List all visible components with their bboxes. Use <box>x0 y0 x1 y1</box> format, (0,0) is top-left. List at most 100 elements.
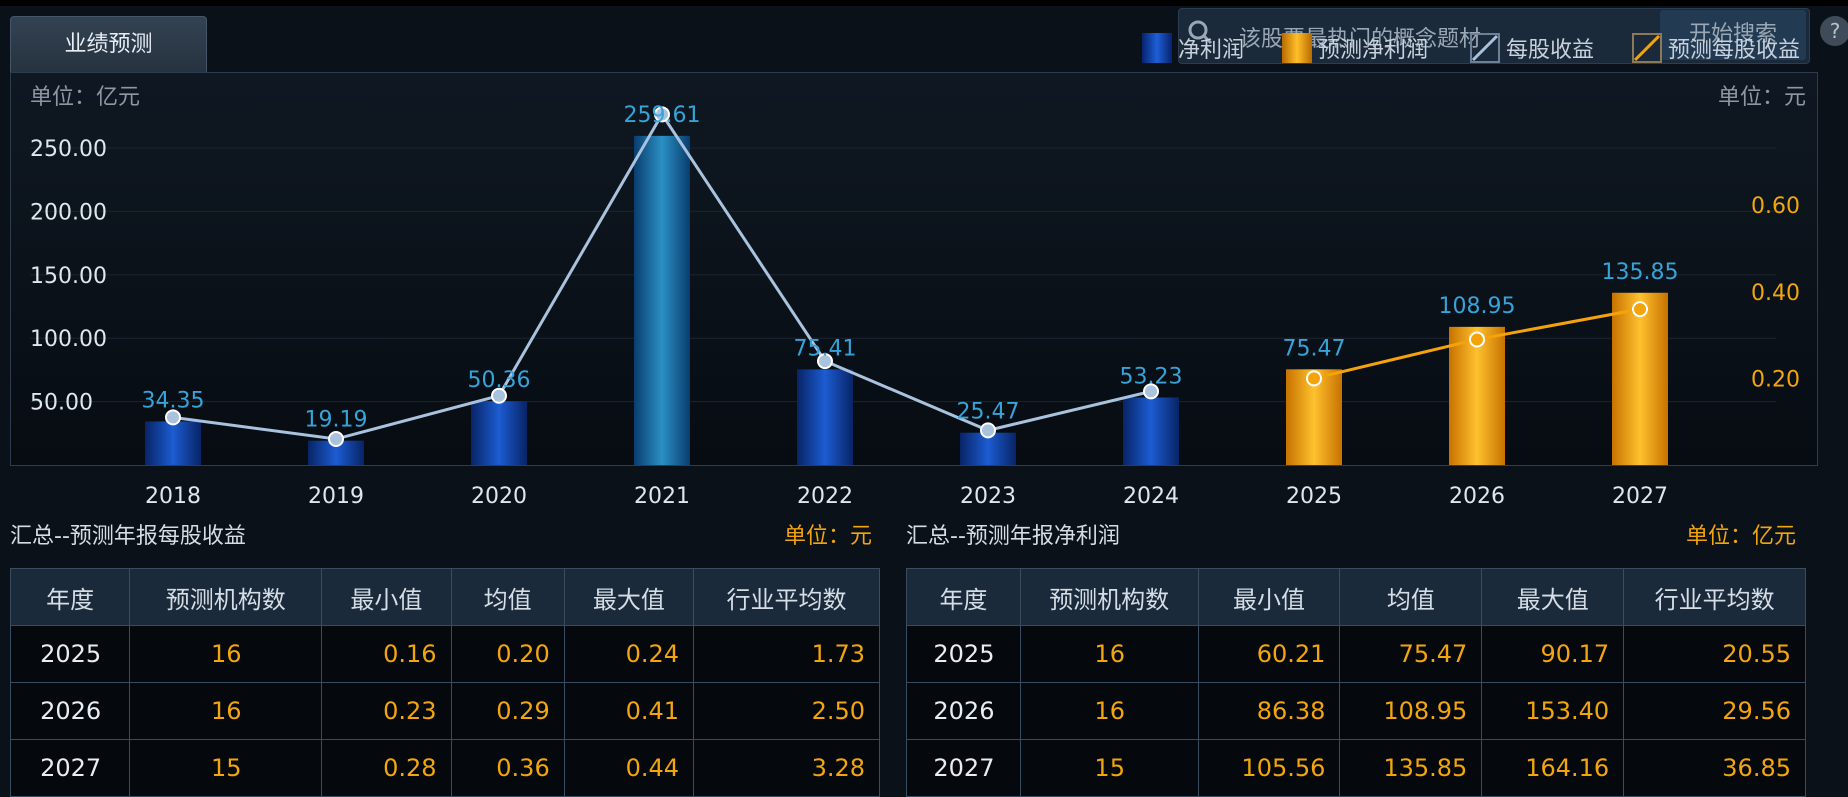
eps-point <box>980 422 996 439</box>
bar-value-label: 53.23 <box>1120 365 1183 390</box>
legend-label: 预测每股收益 <box>1668 38 1801 63</box>
eps-point <box>654 106 670 123</box>
net-profit-bar <box>634 135 690 465</box>
net-profit-bar <box>145 421 201 465</box>
table-cell: 0.41 <box>563 682 695 740</box>
help-icon[interactable]: ? <box>1820 16 1848 46</box>
y-left-tick-label: 150.00 <box>30 264 107 289</box>
column-header: 最小值 <box>321 568 452 626</box>
bar-value-label: 75.41 <box>794 336 857 361</box>
table-cell: 0.36 <box>450 739 565 797</box>
table-cell: 2025 <box>906 625 1021 683</box>
net-profit-bar <box>797 369 853 465</box>
search-input[interactable]: 该股票最热门的概念题材 <box>1239 27 1482 52</box>
column-header: 均值 <box>1339 568 1483 626</box>
forecast-profit-bar <box>1612 292 1668 465</box>
table-cell: 60.21 <box>1197 625 1341 683</box>
table-row: 2025 16 60.21 75.47 90.17 20.55 <box>906 625 1806 683</box>
table-header-row: 年度 预测机构数 最小值 均值 最大值 行业平均数 <box>906 568 1806 626</box>
table-cell: 164.16 <box>1481 739 1625 797</box>
top-bar <box>0 0 1848 6</box>
legend-label: 预测净利润 <box>1318 38 1429 63</box>
x-tick-label: 2021 <box>634 484 690 509</box>
table-cell: 75.47 <box>1339 625 1483 683</box>
table-cell: 20.55 <box>1623 625 1806 683</box>
table-cell: 16 <box>129 625 323 683</box>
eps-forecast-table: 年度 预测机构数 最小值 均值 最大值 行业平均数 2025 16 0.16 0.20 0.24 1… <box>9 568 880 797</box>
column-header: 预测机构数 <box>1019 568 1199 626</box>
net-profit-forecast-table: 年度 预测机构数 最小值 均值 最大值 行业平均数 2025 16 60.21 75.47 90.… <box>906 568 1806 797</box>
x-tick-label: 2026 <box>1449 484 1505 509</box>
eps-point <box>328 431 344 448</box>
profit-table-unit: 单位：亿元 <box>1686 524 1797 549</box>
legend-item-forecast-eps[interactable]: 预测每股收益 <box>1632 30 1800 66</box>
y-right-tick-label: 0.20 <box>1751 367 1800 392</box>
y-left-tick-label: 100.00 <box>30 327 107 352</box>
forecast-eps-point <box>1469 331 1485 348</box>
legend-item-net-profit[interactable]: 净利润 <box>1142 30 1244 66</box>
y-left-tick-label: 250.00 <box>30 137 107 162</box>
table-row: 2026 16 0.23 0.29 0.41 2.50 <box>9 682 880 740</box>
table-cell: 15 <box>1019 739 1199 797</box>
line-swatch-icon <box>1632 33 1662 63</box>
performance-chart: 50.00 100.00 150.00 200.00 250.00 0.20 0.40 0.6… <box>30 85 1806 509</box>
table-cell: 16 <box>1019 682 1199 740</box>
search-button[interactable]: 开始搜索 <box>1660 10 1806 60</box>
y-left-tick-label: 200.00 <box>30 200 107 225</box>
table-cell: 108.95 <box>1339 682 1483 740</box>
eps-table-title: 汇总--预测年报每股收益 <box>10 524 246 549</box>
y-right-tick-label: 0.40 <box>1751 281 1800 306</box>
profit-table-title: 汇总--预测年报净利润 <box>906 524 1120 549</box>
table-cell: 153.40 <box>1481 682 1625 740</box>
table-row: 2027 15 105.56 135.85 164.16 36.85 <box>906 739 1806 797</box>
tab-performance-forecast[interactable]: 业绩预测 <box>10 16 207 73</box>
forecast-eps-point <box>1306 370 1322 387</box>
x-tick-label: 2022 <box>797 484 853 509</box>
table-cell: 2026 <box>906 682 1021 740</box>
bar-value-label: 108.95 <box>1439 294 1516 319</box>
forecast-profit-bar <box>1449 326 1505 465</box>
table-cell: 0.23 <box>321 682 452 740</box>
eps-point <box>165 409 181 426</box>
eps-point <box>817 353 833 370</box>
net-profit-bar <box>471 401 527 465</box>
table-cell: 0.28 <box>321 739 452 797</box>
table-cell: 2027 <box>9 739 131 797</box>
table-row: 2027 15 0.28 0.36 0.44 3.28 <box>9 739 880 797</box>
line-swatch-icon <box>1470 33 1500 63</box>
column-header: 行业平均数 <box>693 568 880 626</box>
eps-point <box>491 387 507 404</box>
column-header: 年度 <box>9 568 131 626</box>
legend-item-eps[interactable]: 每股收益 <box>1470 30 1594 66</box>
column-header: 最小值 <box>1197 568 1341 626</box>
table-cell: 0.29 <box>450 682 565 740</box>
table-cell: 135.85 <box>1339 739 1483 797</box>
table-cell: 3.28 <box>693 739 880 797</box>
table-cell: 2.50 <box>693 682 880 740</box>
column-header: 行业平均数 <box>1623 568 1806 626</box>
bar-value-label: 25.47 <box>957 400 1020 425</box>
x-tick-label: 2025 <box>1286 484 1342 509</box>
table-cell: 105.56 <box>1197 739 1341 797</box>
table-cell: 0.24 <box>563 625 695 683</box>
bar-value-label: 135.85 <box>1602 260 1679 285</box>
table-row: 2025 16 0.16 0.20 0.24 1.73 <box>9 625 880 683</box>
legend-label: 每股收益 <box>1506 38 1595 63</box>
column-header: 年度 <box>906 568 1021 626</box>
x-tick-label: 2019 <box>308 484 364 509</box>
table-cell: 1.73 <box>693 625 880 683</box>
bar-value-label: 19.19 <box>305 408 368 433</box>
column-header: 最大值 <box>563 568 695 626</box>
x-tick-label: 2023 <box>960 484 1016 509</box>
column-header: 预测机构数 <box>129 568 323 626</box>
table-cell: 2027 <box>906 739 1021 797</box>
legend-label: 净利润 <box>1178 38 1245 63</box>
forecast-eps-point <box>1632 301 1648 318</box>
x-tick-label: 2027 <box>1612 484 1668 509</box>
table-cell: 0.44 <box>563 739 695 797</box>
table-cell: 29.56 <box>1623 682 1806 740</box>
x-tick-label: 2020 <box>471 484 527 509</box>
table-cell: 0.20 <box>450 625 565 683</box>
table-cell: 15 <box>129 739 323 797</box>
legend-item-forecast-net-profit[interactable]: 预测净利润 <box>1282 30 1428 66</box>
